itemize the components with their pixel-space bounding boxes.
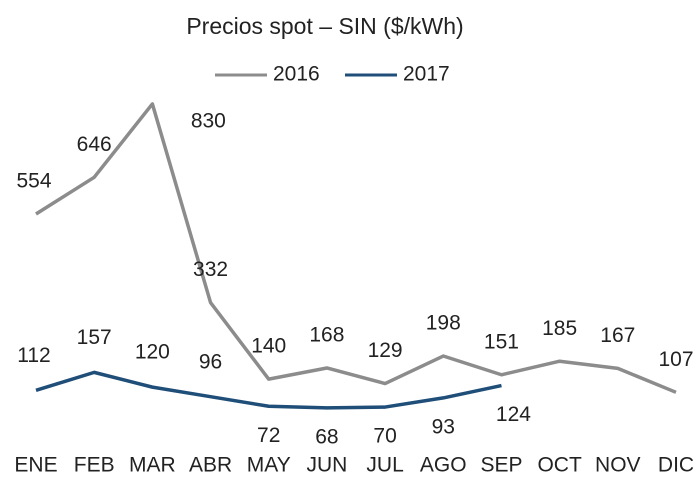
data-label: 112 [17,344,50,367]
x-tick-label: OCT [537,454,582,477]
x-tick-label: AGO [420,454,467,477]
x-tick-label: NOV [595,454,641,477]
data-label: 168 [309,324,344,347]
data-label: 140 [251,335,286,358]
x-tick-label: MAY [247,454,291,477]
x-tick-label: JUN [306,454,347,477]
data-label: 129 [368,339,403,362]
legend-label: 2016 [273,63,320,86]
data-label: 151 [484,330,519,353]
data-label: 830 [191,109,226,132]
data-label: 167 [600,324,635,347]
data-label: 107 [658,348,693,371]
data-label: 185 [542,317,577,340]
data-label: 70 [373,425,396,448]
data-label: 554 [16,170,51,193]
series-line [35,370,502,410]
data-label: 93 [432,415,455,438]
x-tick-label: DIC [658,454,694,477]
chart-title: Precios spot – SIN ($/kWh) [186,13,463,39]
x-tick-label: FEB [74,454,115,477]
x-tick-label: MAR [129,454,176,477]
data-label: 198 [426,312,461,335]
x-tick-label: SEP [480,454,522,477]
data-label: 72 [257,424,280,447]
legend-label: 2017 [403,63,450,86]
data-label: 332 [193,258,228,281]
data-label: 96 [199,350,222,373]
data-label: 646 [77,133,112,156]
data-label: 124 [496,403,531,426]
data-label: 68 [315,425,338,448]
data-label: 120 [135,341,170,364]
x-tick-label: JUL [366,454,403,477]
series-line [35,102,677,394]
x-tick-label: ABR [189,454,232,477]
data-label: 157 [77,326,112,349]
x-tick-label: ENE [14,454,57,477]
